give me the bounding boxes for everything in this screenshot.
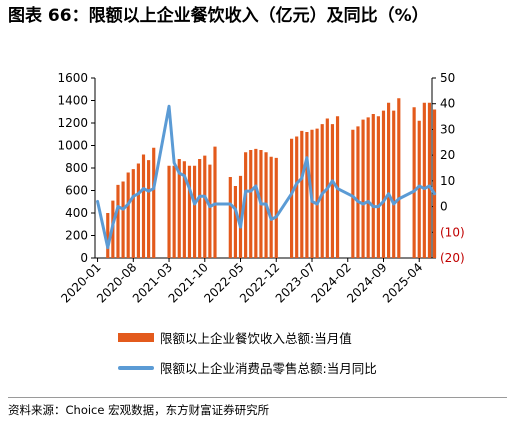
- bar-2023-09: [320, 124, 324, 258]
- bar-2024-03: [351, 129, 355, 258]
- bar-2024-12: [397, 98, 401, 258]
- left-tick-label: 1000: [57, 139, 88, 153]
- source-divider: [8, 397, 507, 398]
- bar-2022-11: [269, 156, 273, 258]
- bar-2020-06: [121, 181, 125, 258]
- left-tick-label: 600: [65, 184, 88, 198]
- left-tick-label: 400: [65, 206, 88, 220]
- bar-2022-04: [233, 186, 237, 258]
- bar-2022-03: [228, 177, 232, 258]
- bar-2020-11: [147, 160, 151, 258]
- left-tick-label: 200: [65, 229, 88, 243]
- legend-swatch-bar: [118, 333, 154, 342]
- bar-2021-11: [208, 164, 212, 258]
- right-tick-label: (10): [440, 225, 465, 239]
- bar-2023-06: [305, 132, 309, 258]
- bar-2020-08: [131, 169, 135, 258]
- bar-2021-12: [213, 146, 217, 258]
- bar-2023-11: [330, 124, 335, 258]
- legend-label-line: 限额以上企业消费品零售总额:当月同比: [160, 361, 377, 376]
- right-tick-label: 50: [440, 71, 455, 85]
- left-tick-label: 1400: [57, 94, 88, 108]
- legend-item-line: 限额以上企业消费品零售总额:当月同比: [118, 358, 377, 377]
- bar-2025-03: [412, 107, 416, 258]
- bar-2020-12: [152, 147, 156, 258]
- bar-2024-09: [381, 110, 386, 258]
- bar-2021-10: [203, 155, 207, 258]
- bar-2025-06: [427, 102, 432, 258]
- bar-2023-08: [315, 128, 319, 258]
- bar-2024-08: [376, 116, 380, 258]
- bar-2020-03: [106, 213, 110, 258]
- bar-2022-07: [249, 150, 253, 258]
- bar-2020-10: [141, 154, 146, 258]
- bar-2021-03: [167, 165, 171, 258]
- left-tick-label: 800: [65, 161, 88, 175]
- right-tick-label: 30: [440, 122, 455, 136]
- yoy-line: [96, 104, 437, 250]
- bar-2021-05: [177, 159, 181, 258]
- bar-2024-06: [366, 117, 370, 258]
- bar-2023-05: [300, 130, 304, 258]
- bar-2022-06: [244, 152, 248, 258]
- bar-2020-05: [116, 184, 120, 258]
- bar-2023-04: [295, 136, 299, 258]
- bar-2021-06: [182, 161, 186, 258]
- left-tick-label: 1600: [57, 71, 88, 85]
- legend-item-bar: 限额以上企业餐饮收入总额:当月值: [118, 328, 352, 347]
- bar-2022-12: [274, 157, 278, 258]
- bar-2021-07: [187, 165, 192, 258]
- bar-2024-05: [361, 119, 365, 258]
- bar-2021-04: [172, 165, 176, 258]
- source-note: 资料来源：Choice 宏观数据，东方财富证券研究所: [8, 403, 270, 417]
- right-tick-label: 20: [440, 148, 455, 162]
- bar-2020-07: [126, 172, 130, 258]
- right-tick-label: (20): [440, 251, 465, 265]
- right-tick-label: 0: [440, 200, 448, 214]
- legend-swatch-line: [118, 365, 154, 370]
- left-tick-label: 0: [80, 251, 88, 265]
- bar-2025-04: [417, 120, 421, 258]
- right-tick-label: 10: [440, 174, 455, 188]
- bar-2024-04: [356, 126, 360, 258]
- bar-2025-05: [422, 102, 426, 258]
- left-tick-label: 1200: [57, 116, 88, 130]
- legend-label-bar: 限额以上企业餐饮收入总额:当月值: [160, 331, 352, 346]
- bar-2021-08: [192, 165, 197, 258]
- chart-title: 图表 66：限额以上企业餐饮收入（亿元）及同比（%）: [8, 6, 429, 26]
- bar-2024-10: [387, 102, 391, 258]
- bar-undefined: [432, 109, 437, 258]
- bar-2022-08: [254, 148, 258, 258]
- bar-2021-09: [198, 159, 202, 258]
- x-tick-label: 2025-04: [380, 260, 425, 305]
- bar-2020-09: [136, 163, 140, 258]
- bar-2024-11: [392, 110, 396, 258]
- bar-2023-03: [290, 138, 294, 258]
- bar-2024-07: [371, 114, 375, 258]
- right-tick-label: 40: [440, 97, 455, 111]
